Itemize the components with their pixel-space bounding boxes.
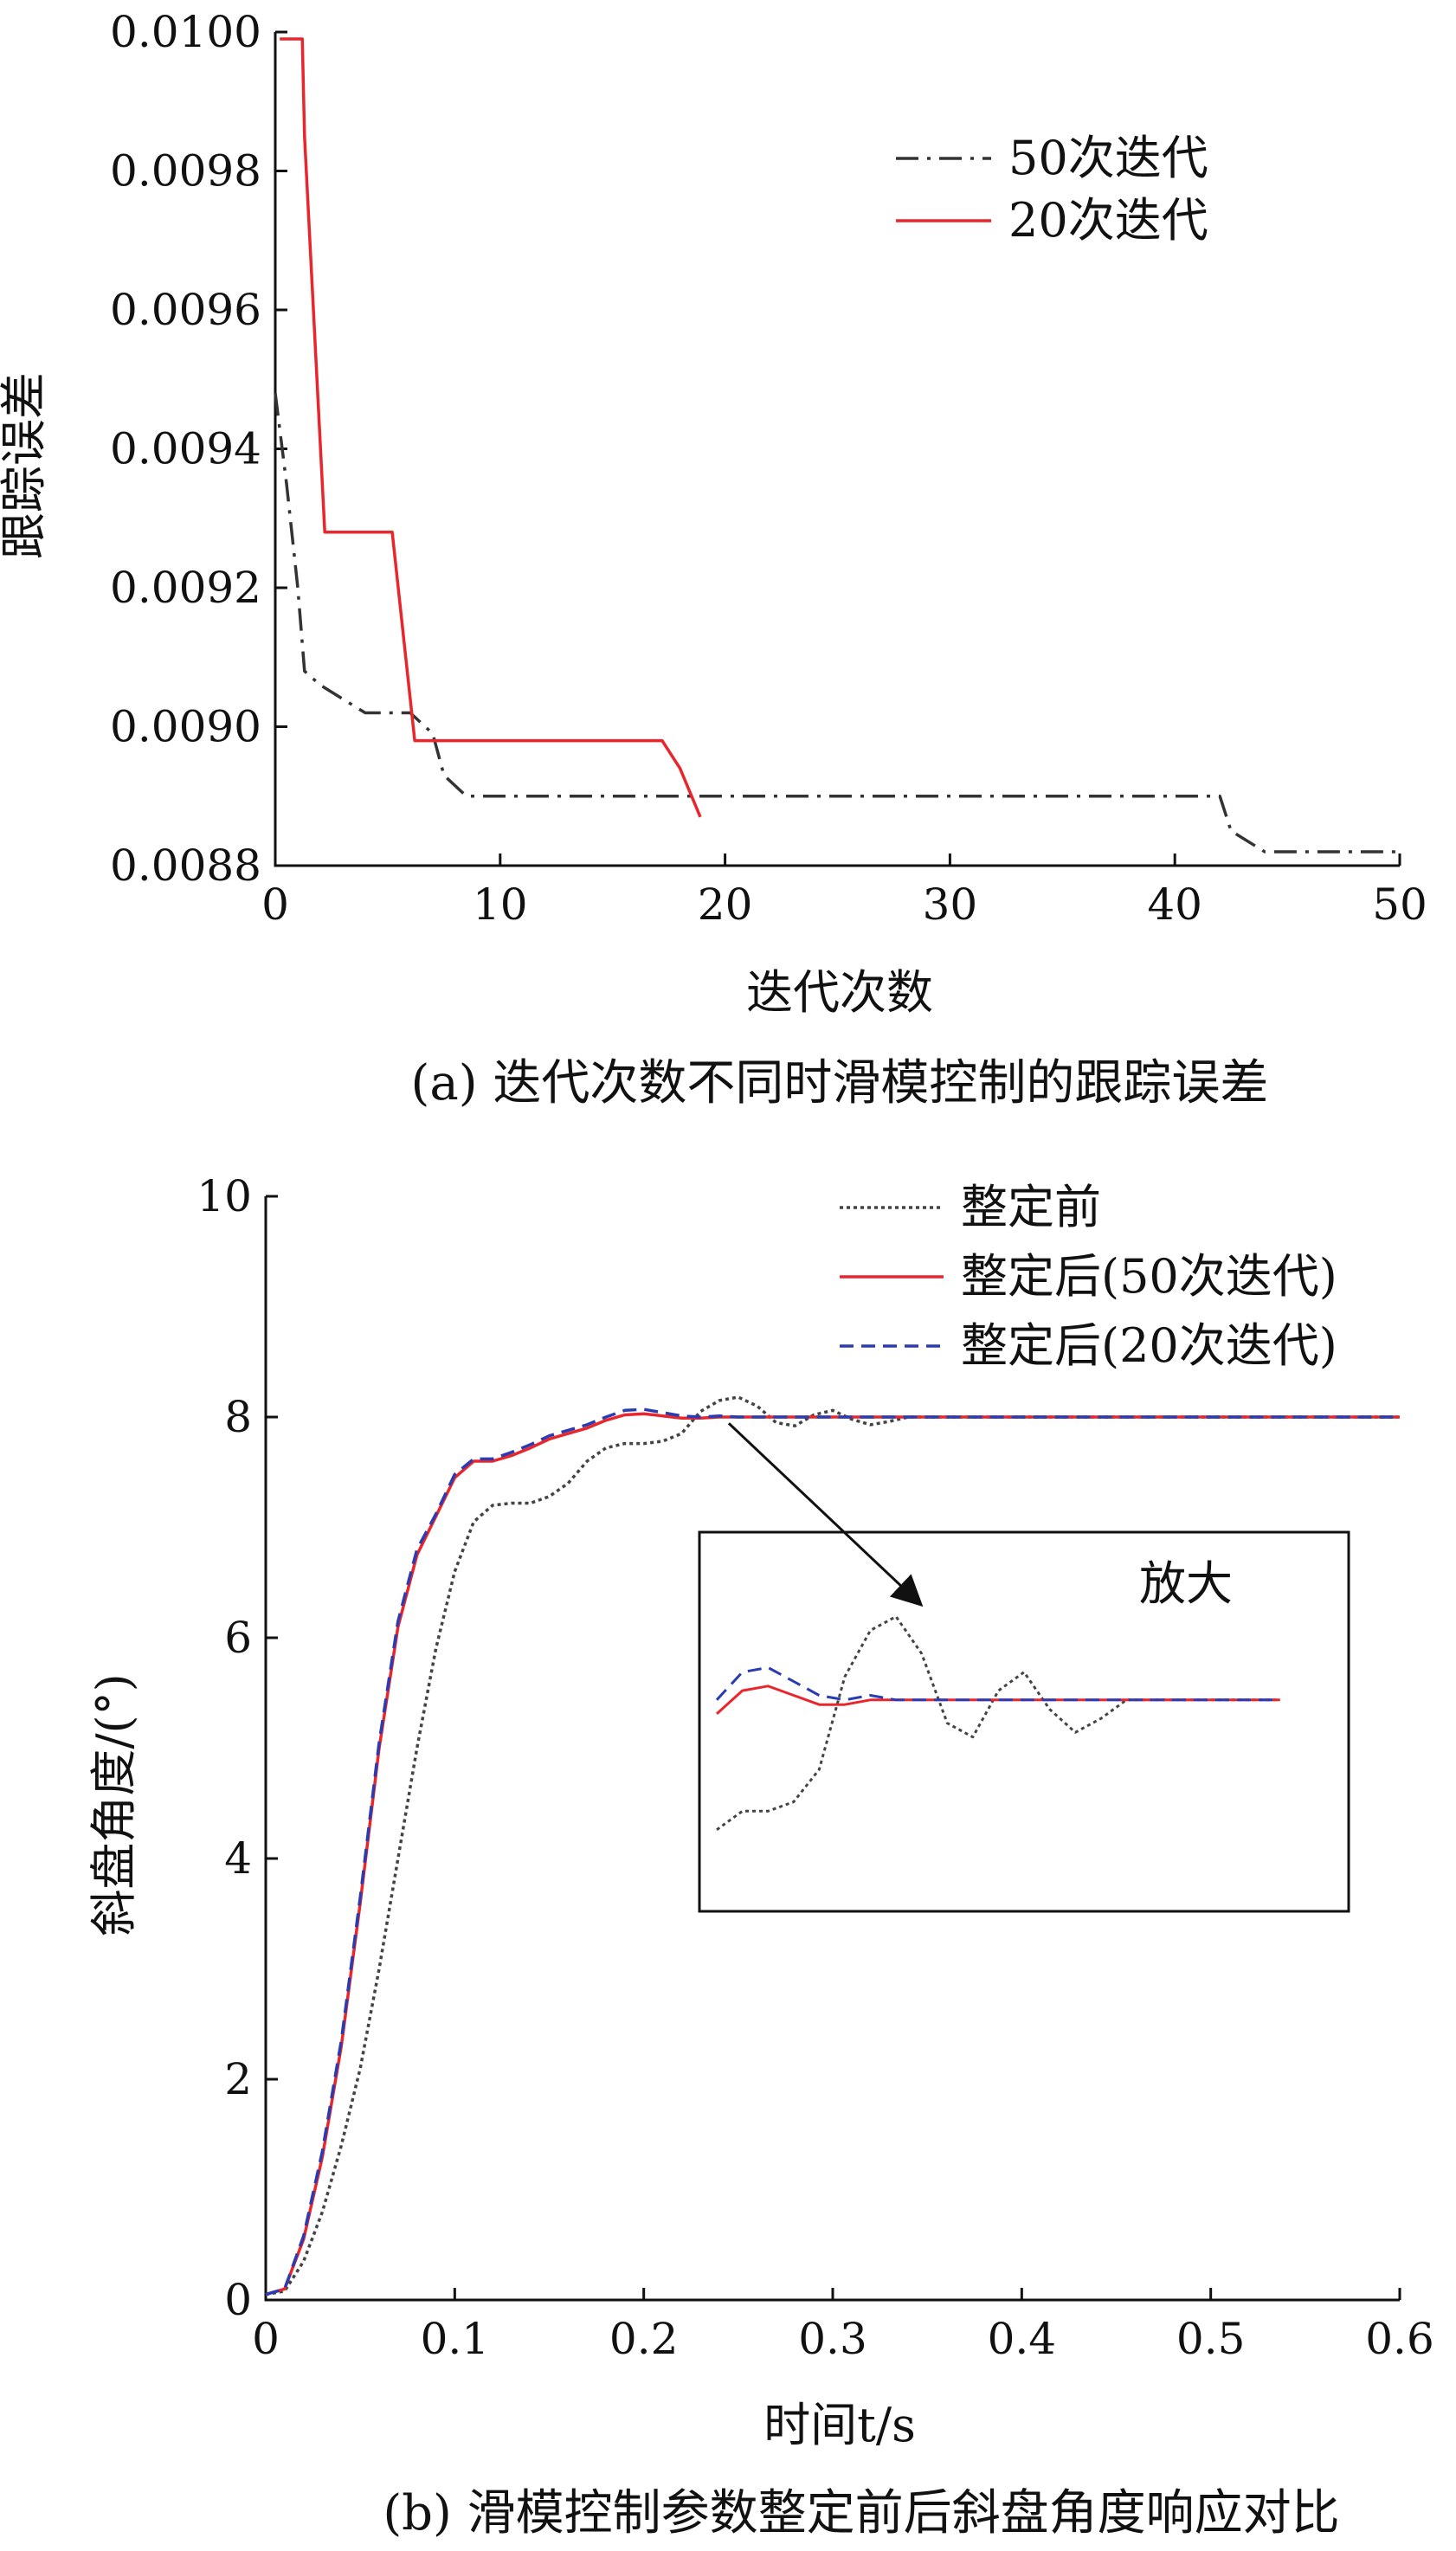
panel-a-y-axis-title: 跟踪误差 [0, 372, 51, 559]
series-line-1 [274, 393, 1400, 854]
y-tick-label: 0.0100 [110, 7, 261, 57]
series-line-2 [280, 37, 702, 818]
zoom-arrow [727, 1422, 924, 1607]
y-tick-label: 0 [224, 2275, 252, 2325]
y-tick-label: 4 [224, 1833, 252, 1884]
series-line-3 [265, 1408, 1400, 2297]
y-tick-label: 0.0090 [110, 702, 261, 752]
inset-frame [698, 1530, 1350, 1913]
panel-b-caption: (b) 滑模控制参数整定前后斜盘角度响应对比 [383, 2485, 1339, 2541]
legend-label: 整定前 [961, 1180, 1101, 1234]
panel-a-series [274, 37, 1400, 854]
legend-label: 整定后(20次迭代) [961, 1318, 1337, 1373]
y-tick-label: 2 [224, 2054, 252, 2104]
panel-b-axes: 0 0.1 0.2 0.3 0.4 0.5 0.6 0 2 4 6 8 10 [196, 1171, 1433, 2364]
panel-b-x-axis-title: 时间t/s [763, 2398, 916, 2452]
panel-a-axes: 0 10 20 30 40 50 0.0088 0.0090 0.0092 0.0094 0.009… [110, 7, 1427, 930]
inset-series-line-1 [716, 1615, 1280, 1832]
legend-label: 50次迭代 [1008, 131, 1208, 185]
panel-b-chart: 0 0.1 0.2 0.3 0.4 0.5 0.6 0 2 4 6 8 10 放大 整定前整定后(50次… [87, 1171, 1434, 2541]
legend-label: 整定后(50次迭代) [961, 1249, 1337, 1304]
y-tick-label: 6 [224, 1613, 252, 1663]
y-tick-label: 0.0098 [110, 146, 261, 196]
panel-a-chart: 0 10 20 30 40 50 0.0088 0.0090 0.0092 0.0094 0.009… [0, 7, 1427, 1111]
x-tick-label: 0.1 [421, 2314, 490, 2364]
x-tick-label: 0.4 [988, 2314, 1057, 2364]
y-tick-label: 8 [224, 1392, 252, 1442]
panel-a-legend: 50次迭代 20次迭代 [896, 131, 1208, 248]
x-tick-label: 0.3 [798, 2314, 867, 2364]
inset-label: 放大 [1139, 1556, 1233, 1611]
y-tick-label: 0.0092 [110, 563, 261, 613]
x-tick-label: 0 [261, 879, 289, 930]
x-tick-label: 0 [252, 2314, 280, 2364]
x-tick-label: 10 [473, 879, 528, 930]
y-tick-label: 0.0088 [110, 841, 261, 891]
x-tick-label: 20 [698, 879, 753, 930]
legend-label: 20次迭代 [1008, 193, 1208, 248]
series-line-1 [265, 1395, 1400, 2297]
x-tick-label: 0.2 [609, 2314, 679, 2364]
x-tick-label: 0.6 [1365, 2314, 1434, 2364]
x-tick-label: 50 [1372, 879, 1427, 930]
y-tick-label: 0.0094 [110, 424, 261, 474]
x-tick-label: 30 [923, 879, 978, 930]
y-tick-label: 10 [196, 1171, 252, 1221]
panel-b-inset: 放大 [698, 1422, 1350, 1913]
x-tick-label: 0.5 [1176, 2314, 1246, 2364]
panel-a-x-axis-title: 迭代次数 [746, 965, 933, 1020]
panel-a-caption: (a) 迭代次数不同时滑模控制的跟踪误差 [411, 1055, 1269, 1111]
inset-series-line-3 [715, 1665, 1280, 1702]
y-tick-label: 0.0096 [110, 285, 261, 335]
panel-b-y-axis-title: 斜盘角度/(°) [87, 1673, 141, 1936]
x-tick-label: 40 [1147, 879, 1202, 930]
panel-b-series [265, 1395, 1400, 2297]
